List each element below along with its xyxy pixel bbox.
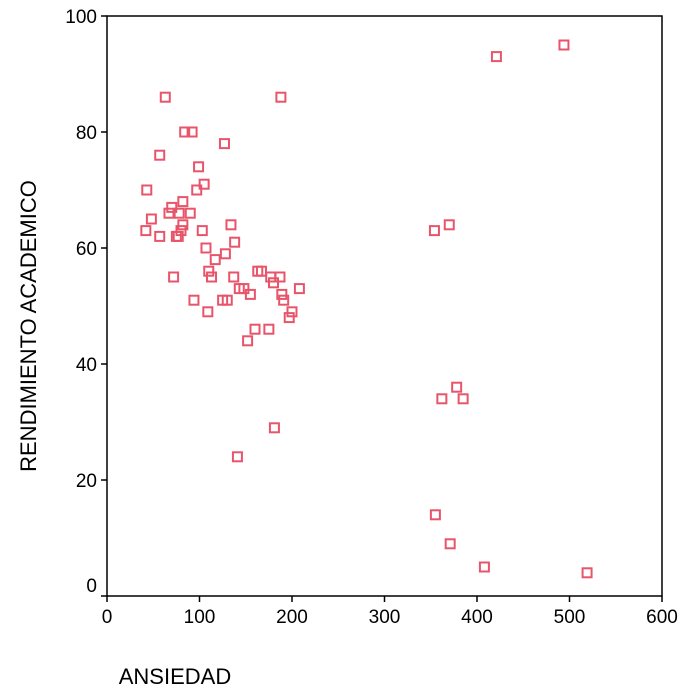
data-point (163, 207, 175, 219)
data-point (191, 184, 203, 196)
data-point (188, 294, 200, 306)
data-point (193, 161, 205, 173)
plot-frame (106, 15, 663, 597)
x-tick-label: 200 (276, 607, 308, 628)
data-point (175, 225, 187, 237)
x-tick-label: 600 (646, 607, 678, 628)
x-tick-label: 400 (461, 607, 493, 628)
x-tick-label: 100 (184, 607, 216, 628)
data-point (293, 283, 305, 295)
data-point (209, 254, 221, 266)
data-point (457, 393, 469, 405)
data-point (255, 265, 267, 277)
data-point (249, 323, 261, 335)
x-tick-label: 0 (102, 607, 113, 628)
data-point (283, 312, 295, 324)
data-point (238, 283, 250, 295)
data-point (154, 230, 166, 242)
data-point (177, 219, 189, 231)
data-point (196, 225, 208, 237)
data-point (268, 277, 279, 289)
data-point (184, 207, 196, 219)
data-point (219, 248, 231, 260)
y-tick-label: 80 (76, 123, 97, 144)
x-axis: 0 100 200 300 400 500 600 (102, 596, 678, 628)
data-point (268, 422, 280, 434)
y-tick-label: 100 (65, 7, 97, 28)
data-point (229, 236, 241, 248)
data-point (154, 149, 166, 161)
data-point (202, 306, 214, 318)
data-point (173, 207, 185, 219)
data-point (141, 184, 153, 196)
data-point (198, 178, 210, 190)
x-axis-title: ANSIEDAD (119, 664, 231, 689)
data-points (140, 39, 593, 579)
data-point (179, 126, 191, 138)
data-point (203, 265, 215, 277)
data-point (231, 451, 243, 463)
data-point (581, 567, 593, 579)
data-point (428, 225, 440, 237)
data-point (166, 201, 178, 213)
data-point (242, 335, 254, 347)
data-point (558, 39, 570, 51)
data-point (200, 242, 212, 254)
data-point (145, 213, 157, 225)
data-point (263, 323, 275, 335)
data-point (177, 196, 189, 208)
data-point (444, 538, 456, 550)
data-point (265, 271, 277, 283)
data-point (443, 219, 455, 231)
data-point (451, 381, 463, 393)
data-point (478, 561, 490, 573)
data-point (172, 230, 184, 242)
data-point (275, 91, 287, 103)
plot-area: 0 100 200 300 400 500 600 0 20 40 60 80 100 (65, 7, 678, 628)
y-tick-label: 0 (86, 576, 97, 597)
y-tick-label: 60 (76, 239, 97, 260)
data-point (221, 294, 233, 306)
data-point (286, 306, 298, 318)
data-point (244, 288, 256, 300)
data-point (490, 51, 502, 63)
data-point (228, 271, 240, 283)
data-point (168, 271, 180, 283)
data-point (276, 288, 288, 300)
x-tick-label: 500 (554, 607, 586, 628)
y-tick-label: 40 (76, 355, 97, 376)
data-point (278, 294, 290, 306)
y-tick-label: 20 (76, 471, 97, 492)
data-point (159, 91, 171, 103)
data-point (186, 126, 198, 138)
data-point (206, 271, 218, 283)
data-point (436, 393, 448, 405)
data-point (429, 509, 441, 521)
data-point (218, 138, 230, 150)
y-axis: 0 20 40 60 80 100 (65, 7, 107, 597)
data-point (225, 219, 237, 231)
data-point (140, 225, 152, 237)
x-tick-label: 300 (369, 607, 401, 628)
y-axis-title: RENDIMIENTO ACADEMICO (16, 180, 41, 472)
data-point (274, 271, 286, 283)
